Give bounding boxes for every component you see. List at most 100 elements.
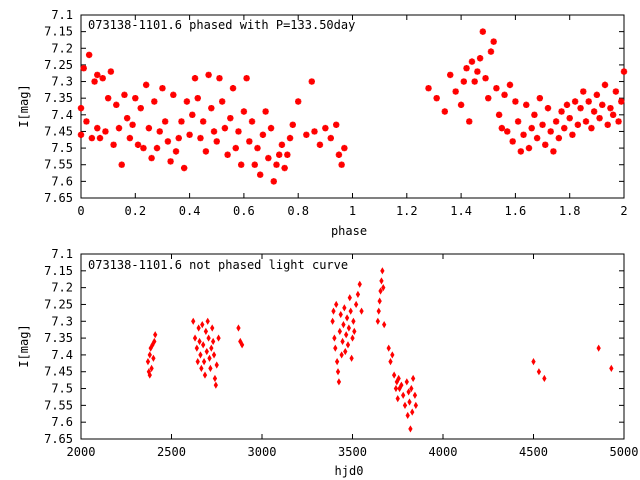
- data-point: [209, 344, 214, 352]
- data-point: [236, 324, 241, 332]
- data-point: [197, 337, 202, 346]
- data-point: [441, 108, 449, 115]
- data-point: [347, 294, 352, 302]
- x-tick-label: 2500: [157, 445, 186, 459]
- x-tick-label: 4500: [519, 445, 548, 459]
- data-point: [601, 81, 609, 89]
- data-point: [191, 75, 199, 82]
- data-point: [203, 327, 209, 335]
- data-point: [333, 344, 338, 352]
- data-point: [267, 124, 275, 132]
- data-point: [401, 391, 406, 399]
- data-point: [218, 98, 226, 105]
- data-point: [308, 78, 315, 85]
- data-point: [102, 128, 109, 135]
- data-point: [353, 300, 359, 309]
- data-point: [569, 131, 576, 138]
- data-point: [620, 68, 628, 75]
- data-point: [580, 88, 587, 95]
- plot-title: 073138-1101.6 not phased light curve: [88, 258, 348, 272]
- data-point: [574, 121, 582, 128]
- y-tick-label: 7.4: [51, 348, 73, 362]
- data-point: [501, 91, 508, 99]
- data-point: [338, 310, 343, 319]
- data-point: [468, 58, 476, 65]
- data-point: [528, 124, 535, 132]
- data-point: [224, 151, 231, 158]
- data-point: [433, 94, 440, 102]
- axis-ticks: 0 0.2 0.4 0.6 0.8 1 1.2 1.4 1.6 1.8 2 7.1 7.15 7.2 7.2…: [44, 8, 628, 218]
- data-point: [339, 351, 344, 359]
- data-point: [289, 121, 296, 128]
- data-point: [273, 161, 280, 168]
- data-point: [295, 98, 302, 105]
- data-point: [618, 98, 625, 105]
- x-axis-title: phase: [331, 224, 367, 238]
- data-point: [211, 351, 217, 359]
- data-points: [77, 28, 628, 185]
- data-point: [248, 118, 256, 125]
- data-point: [396, 374, 401, 383]
- data-point: [198, 351, 203, 359]
- y-tick-label: 7.65: [44, 432, 73, 446]
- data-point: [409, 384, 414, 393]
- plot-title: 073138-1101.6 phased with P=133.50day: [88, 18, 355, 32]
- data-point: [202, 371, 208, 379]
- data-point: [129, 121, 136, 128]
- data-point: [303, 131, 310, 138]
- data-point: [558, 108, 565, 115]
- data-point: [542, 141, 549, 148]
- y-tick-label: 7.35: [44, 91, 73, 105]
- data-point: [170, 91, 177, 99]
- data-point: [202, 148, 210, 155]
- y-tick-label: 7.65: [44, 191, 73, 205]
- data-point: [555, 134, 563, 142]
- data-point: [342, 304, 347, 312]
- data-point: [599, 101, 606, 109]
- data-point: [561, 124, 568, 132]
- data-point: [286, 134, 294, 142]
- data-point: [115, 124, 123, 132]
- data-point: [83, 118, 90, 125]
- data-point: [404, 378, 409, 386]
- data-point: [474, 68, 481, 75]
- data-point: [408, 425, 413, 433]
- data-point: [152, 337, 157, 346]
- data-point: [563, 101, 571, 109]
- data-point: [153, 331, 158, 339]
- data-point: [346, 324, 352, 332]
- data-point: [118, 161, 125, 168]
- data-point: [533, 134, 541, 142]
- data-point: [539, 121, 546, 128]
- plot-area-frame: [80, 253, 625, 440]
- data-point: [110, 141, 117, 148]
- phased-light-curve-panel: 0 0.2 0.4 0.6 0.8 1 1.2 1.4 1.6 1.8 2 7.1 7.15 7.2 7.2…: [17, 8, 628, 238]
- y-tick-label: 7.1: [51, 8, 73, 22]
- y-tick-label: 7.3: [51, 75, 73, 89]
- data-point: [344, 331, 349, 339]
- data-point: [395, 395, 400, 403]
- data-point: [493, 85, 500, 92]
- data-point: [167, 158, 174, 165]
- data-point: [213, 381, 218, 389]
- data-point: [517, 148, 525, 155]
- y-tick-label: 7.45: [44, 124, 73, 138]
- data-point: [402, 401, 408, 409]
- data-point: [262, 108, 269, 115]
- data-point: [350, 334, 355, 342]
- data-point: [536, 368, 542, 376]
- data-point: [281, 164, 288, 172]
- data-point: [99, 75, 106, 82]
- data-point: [207, 354, 212, 362]
- data-point: [239, 341, 245, 349]
- data-point: [259, 131, 267, 138]
- data-point: [348, 307, 353, 315]
- y-tick-label: 7.45: [44, 365, 73, 379]
- data-point: [91, 78, 98, 85]
- data-point: [504, 128, 511, 135]
- data-point: [80, 65, 87, 72]
- x-tick-label: 1.4: [450, 204, 472, 218]
- data-point: [612, 88, 620, 95]
- data-point: [214, 361, 219, 369]
- y-tick-label: 7.2: [51, 281, 73, 295]
